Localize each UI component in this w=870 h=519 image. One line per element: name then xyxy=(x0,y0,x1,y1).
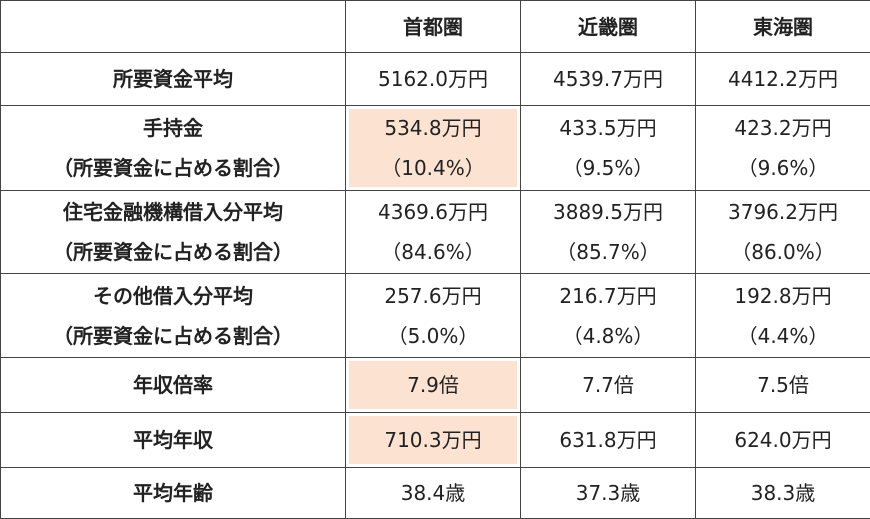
value-line: （4.8%） xyxy=(521,316,695,356)
value-line: 534.8万円 xyxy=(346,108,520,148)
value-line: （9.6%） xyxy=(696,148,870,188)
value-cell: 257.6万円（5.0%） xyxy=(346,274,521,358)
value-line: 4539.7万円 xyxy=(521,59,695,99)
value-line: （9.5%） xyxy=(521,148,695,188)
table-row: 手持金（所要資金に占める割合）534.8万円（10.4%）433.5万円（9.5… xyxy=(1,106,870,191)
value-cell: 423.2万円（9.6%） xyxy=(696,106,870,191)
column-header: 首都圏 xyxy=(346,1,521,53)
value-line: （84.6%） xyxy=(346,232,520,272)
value-line: 433.5万円 xyxy=(521,108,695,148)
value-cell: 710.3万円 xyxy=(346,413,521,468)
value-cell: 5162.0万円 xyxy=(346,53,521,106)
label-line: （所要資金に占める割合） xyxy=(1,232,345,272)
value-line: （5.0%） xyxy=(346,316,520,356)
table-row: その他借入分平均（所要資金に占める割合）257.6万円（5.0%）216.7万円… xyxy=(1,274,870,358)
label-line: （所要資金に占める割合） xyxy=(1,316,345,356)
row-label: 平均年齢 xyxy=(1,468,346,519)
row-label: 平均年収 xyxy=(1,413,346,468)
value-cell: 192.8万円（4.4%） xyxy=(696,274,870,358)
value-cell: 38.3歳 xyxy=(696,468,870,519)
value-line: 624.0万円 xyxy=(696,420,870,460)
value-line: 423.2万円 xyxy=(696,108,870,148)
label-line: 平均年収 xyxy=(1,420,345,460)
table-row: 住宅金融機構借入分平均（所要資金に占める割合）4369.6万円（84.6%）38… xyxy=(1,191,870,274)
value-line: 631.8万円 xyxy=(521,420,695,460)
value-cell: 534.8万円（10.4%） xyxy=(346,106,521,191)
value-cell: 216.7万円（4.8%） xyxy=(521,274,696,358)
label-line: 手持金 xyxy=(1,108,345,148)
row-label: 住宅金融機構借入分平均（所要資金に占める割合） xyxy=(1,191,346,274)
value-line: （86.0%） xyxy=(696,232,870,272)
header-row: 首都圏近畿圏東海圏 xyxy=(1,1,870,53)
value-cell: 3796.2万円（86.0%） xyxy=(696,191,870,274)
row-label: 手持金（所要資金に占める割合） xyxy=(1,106,346,191)
label-line: （所要資金に占める割合） xyxy=(1,148,345,188)
column-header: 東海圏 xyxy=(696,1,870,53)
value-line: （85.7%） xyxy=(521,232,695,272)
value-cell: 37.3歳 xyxy=(521,468,696,519)
value-cell: 38.4歳 xyxy=(346,468,521,519)
row-label: 所要資金平均 xyxy=(1,53,346,106)
value-line: 5162.0万円 xyxy=(346,59,520,99)
value-line: 257.6万円 xyxy=(346,276,520,316)
value-line: （10.4%） xyxy=(346,148,520,188)
row-label: 年収倍率 xyxy=(1,358,346,413)
value-line: 4412.2万円 xyxy=(696,59,870,99)
value-line: 3796.2万円 xyxy=(696,192,870,232)
value-line: 7.5倍 xyxy=(696,365,870,405)
value-cell: 624.0万円 xyxy=(696,413,870,468)
value-cell: 7.5倍 xyxy=(696,358,870,413)
value-line: 7.7倍 xyxy=(521,365,695,405)
value-cell: 4369.6万円（84.6%） xyxy=(346,191,521,274)
value-cell: 4539.7万円 xyxy=(521,53,696,106)
value-cell: 4412.2万円 xyxy=(696,53,870,106)
value-line: 38.3歳 xyxy=(696,473,870,513)
value-cell: 433.5万円（9.5%） xyxy=(521,106,696,191)
row-label: その他借入分平均（所要資金に占める割合） xyxy=(1,274,346,358)
value-line: （4.4%） xyxy=(696,316,870,356)
value-line: 4369.6万円 xyxy=(346,192,520,232)
value-cell: 7.7倍 xyxy=(521,358,696,413)
label-line: 年収倍率 xyxy=(1,365,345,405)
value-cell: 631.8万円 xyxy=(521,413,696,468)
label-line: その他借入分平均 xyxy=(1,276,345,316)
value-line: 192.8万円 xyxy=(696,276,870,316)
value-line: 710.3万円 xyxy=(346,420,520,460)
corner-cell xyxy=(1,1,346,53)
value-line: 38.4歳 xyxy=(346,473,520,513)
column-header: 近畿圏 xyxy=(521,1,696,53)
value-line: 3889.5万円 xyxy=(521,192,695,232)
label-line: 住宅金融機構借入分平均 xyxy=(1,192,345,232)
value-line: 7.9倍 xyxy=(346,365,520,405)
label-line: 平均年齢 xyxy=(1,473,345,513)
value-line: 37.3歳 xyxy=(521,473,695,513)
value-line: 216.7万円 xyxy=(521,276,695,316)
value-cell: 7.9倍 xyxy=(346,358,521,413)
label-line: 所要資金平均 xyxy=(1,59,345,99)
value-cell: 3889.5万円（85.7%） xyxy=(521,191,696,274)
